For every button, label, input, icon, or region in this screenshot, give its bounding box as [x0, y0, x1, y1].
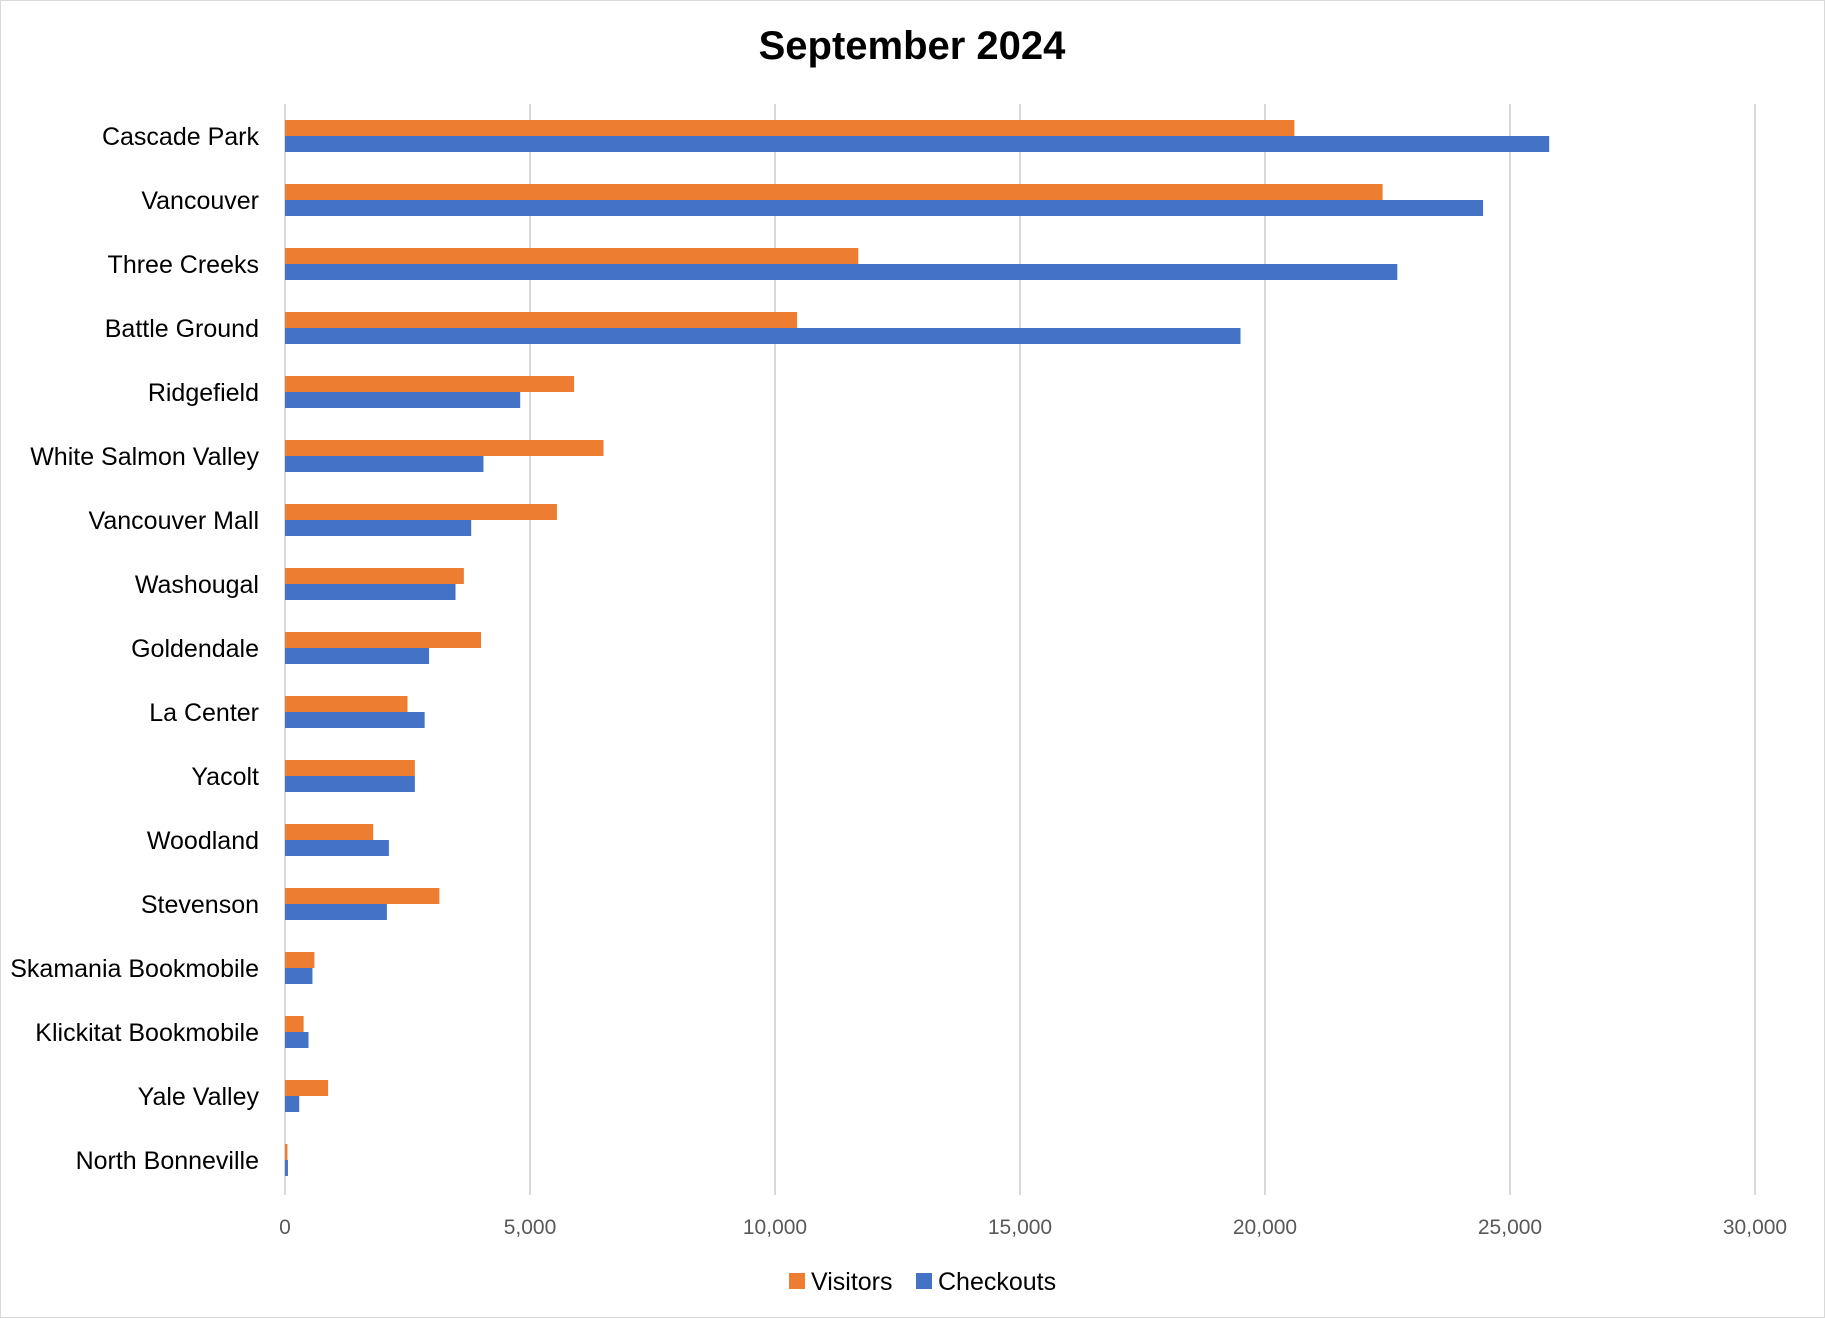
bar-checkouts-7: [285, 584, 456, 600]
category-label: Woodland: [147, 827, 259, 855]
bars: [285, 120, 1550, 1176]
category-label: Vancouver Mall: [89, 507, 259, 535]
bar-checkouts-1: [285, 200, 1484, 216]
x-tick-label: 20,000: [1233, 1216, 1297, 1239]
bar-visitors-15: [285, 1080, 329, 1096]
category-label: Stevenson: [141, 891, 259, 919]
bar-checkouts-10: [285, 776, 415, 792]
bar-checkouts-4: [285, 392, 521, 408]
category-label: Yale Valley: [138, 1083, 260, 1111]
category-labels: Cascade Park Vancouver Three Creeks Battle …: [10, 123, 259, 1175]
legend-label-checkouts: Checkouts: [938, 1268, 1056, 1296]
legend-swatch-visitors: [789, 1273, 805, 1289]
bar-checkouts-8: [285, 648, 430, 664]
category-label: Battle Ground: [105, 315, 259, 343]
bar-checkouts-6: [285, 520, 472, 536]
bar-visitors-4: [285, 376, 575, 392]
gridlines: [284, 104, 1756, 1195]
x-tick-label: 30,000: [1723, 1216, 1787, 1239]
bar-visitors-5: [285, 440, 604, 456]
bar-visitors-12: [285, 888, 440, 904]
category-label: Vancouver: [141, 187, 259, 215]
bar-checkouts-2: [285, 264, 1398, 280]
bar-checkouts-3: [285, 328, 1241, 344]
category-label: La Center: [149, 699, 259, 727]
category-label: Ridgefield: [148, 379, 259, 407]
bar-visitors-0: [285, 120, 1295, 136]
x-tick-label: 15,000: [988, 1216, 1052, 1239]
bar-visitors-13: [285, 952, 315, 968]
bar-visitors-6: [285, 504, 557, 520]
bar-visitors-16: [285, 1144, 288, 1160]
category-label: Skamania Bookmobile: [10, 955, 259, 983]
bar-checkouts-14: [285, 1032, 309, 1048]
legend: Visitors Checkouts: [789, 1268, 1056, 1296]
x-tick-label: 5,000: [504, 1216, 557, 1239]
x-tick-label: 25,000: [1478, 1216, 1542, 1239]
bar-checkouts-12: [285, 904, 387, 920]
bar-checkouts-16: [285, 1160, 288, 1176]
bar-visitors-2: [285, 248, 859, 264]
category-label: White Salmon Valley: [30, 443, 259, 471]
legend-label-visitors: Visitors: [811, 1268, 893, 1296]
x-tick-label: 0: [279, 1216, 291, 1239]
bar-visitors-10: [285, 760, 415, 776]
chart-title: September 2024: [759, 24, 1067, 68]
bar-checkouts-15: [285, 1096, 300, 1112]
x-tick-labels: 0 5,000 10,000 15,000 20,000 25,000 30,000: [279, 1216, 1787, 1239]
x-tick-label: 10,000: [743, 1216, 807, 1239]
bar-visitors-9: [285, 696, 408, 712]
bar-checkouts-9: [285, 712, 425, 728]
bar-checkouts-5: [285, 456, 484, 472]
bar-checkouts-11: [285, 840, 389, 856]
bar-visitors-1: [285, 184, 1383, 200]
category-label: North Bonneville: [76, 1147, 259, 1175]
bar-checkouts-0: [285, 136, 1550, 152]
category-label: Washougal: [135, 571, 259, 599]
category-label: Three Creeks: [108, 251, 259, 279]
category-label: Goldendale: [131, 635, 259, 663]
legend-swatch-checkouts: [916, 1273, 932, 1289]
category-label: Yacolt: [191, 763, 259, 791]
bar-visitors-8: [285, 632, 481, 648]
bar-visitors-11: [285, 824, 374, 840]
bar-visitors-14: [285, 1016, 304, 1032]
category-label: Klickitat Bookmobile: [35, 1019, 259, 1047]
bar-checkouts-13: [285, 968, 313, 984]
category-label: Cascade Park: [102, 123, 260, 151]
bar-visitors-7: [285, 568, 464, 584]
bar-visitors-3: [285, 312, 798, 328]
